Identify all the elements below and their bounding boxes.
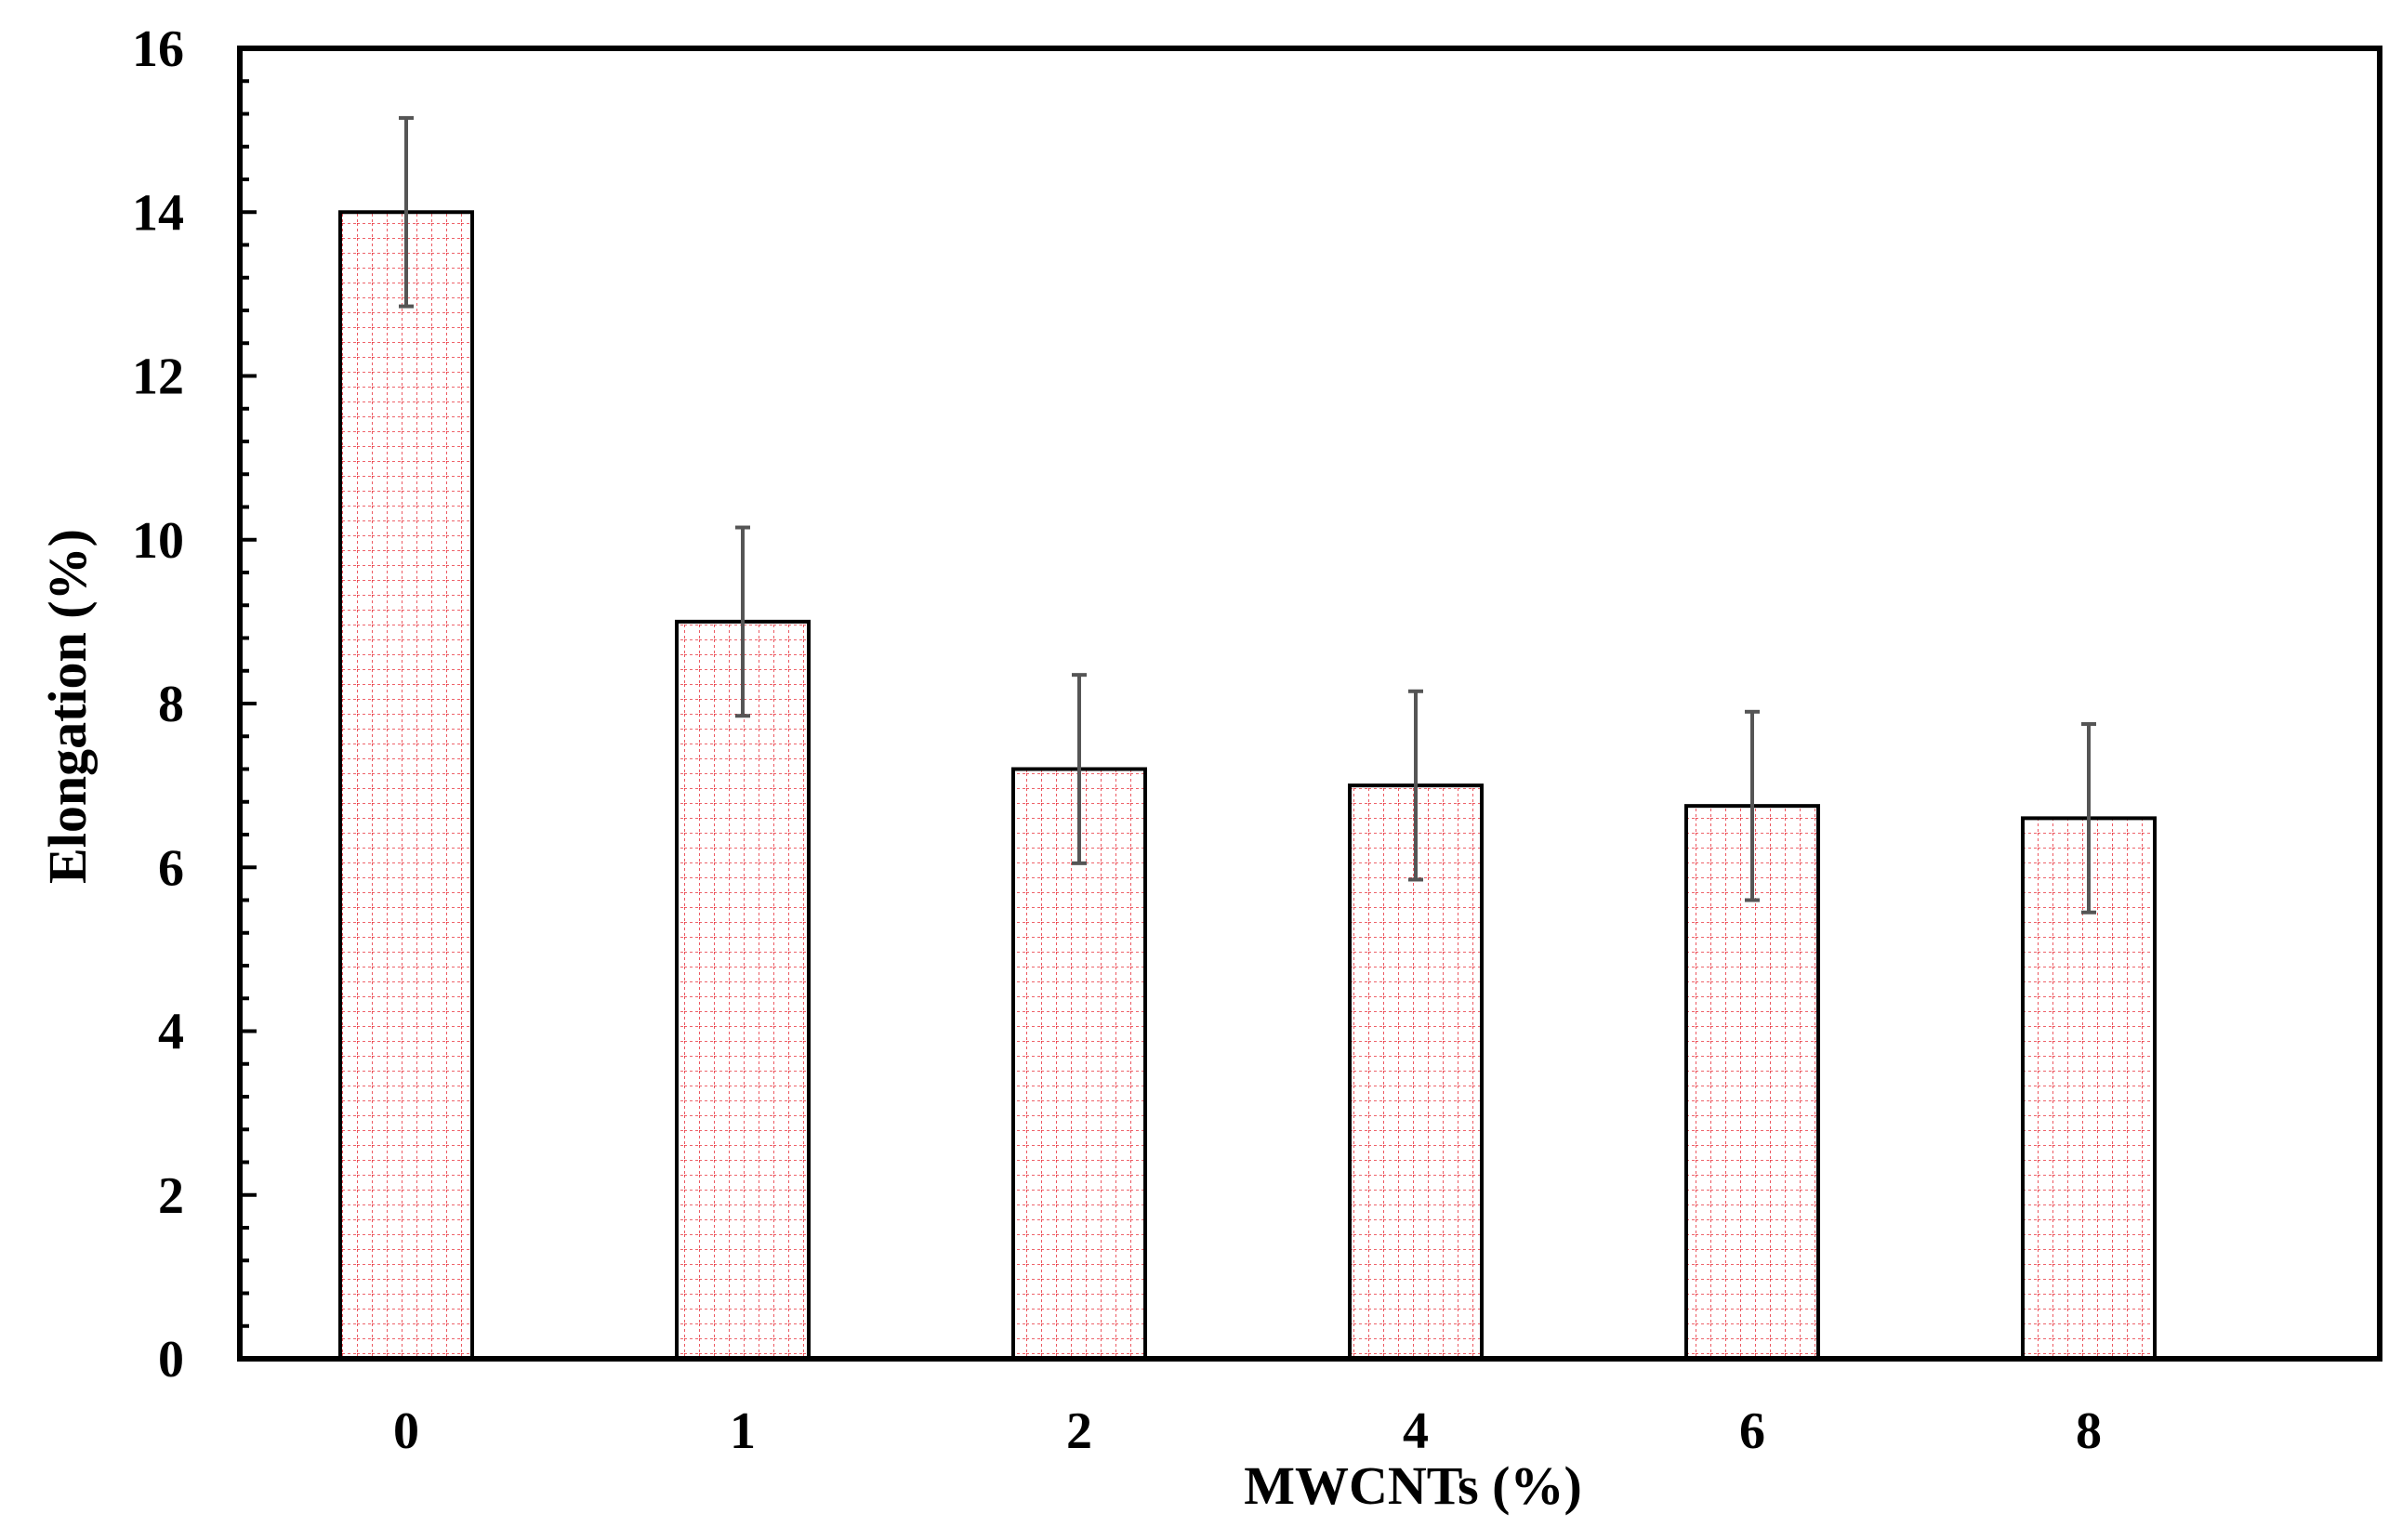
error-bar-1 bbox=[735, 525, 750, 718]
error-bar-0 bbox=[399, 115, 414, 309]
x-tick-label: 6 bbox=[1739, 1402, 1765, 1460]
y-tick-label: 12 bbox=[132, 349, 184, 406]
error-bar-6 bbox=[1745, 709, 1760, 902]
bar-1 bbox=[675, 619, 811, 1361]
x-tick-label: 0 bbox=[393, 1402, 419, 1460]
bar-0 bbox=[338, 210, 474, 1361]
x-tick-labels: 0 1 2 4 6 8 bbox=[393, 1402, 2102, 1460]
y-tick-label: 14 bbox=[132, 184, 184, 242]
y-axis-title: Elongation (%) bbox=[37, 529, 98, 884]
y-tick-label: 0 bbox=[158, 1331, 184, 1389]
x-tick-label: 1 bbox=[730, 1402, 756, 1460]
x-axis-title: MWCNTs (%) bbox=[1244, 1455, 1582, 1516]
x-tick-label: 8 bbox=[2076, 1402, 2102, 1460]
y-tick-label: 6 bbox=[158, 839, 184, 897]
bar-2 bbox=[1011, 767, 1147, 1361]
error-bar-4 bbox=[1408, 689, 1423, 882]
bar-8 bbox=[2021, 816, 2157, 1361]
error-bar-2 bbox=[1072, 673, 1087, 865]
x-tick-label: 2 bbox=[1066, 1402, 1092, 1460]
bars-layer bbox=[338, 210, 2157, 1361]
y-tick-label: 4 bbox=[158, 1004, 184, 1061]
axes bbox=[237, 46, 2382, 1362]
x-tick-label: 4 bbox=[1403, 1402, 1429, 1460]
y-tick-label: 2 bbox=[158, 1167, 184, 1225]
y-tick-label: 10 bbox=[132, 512, 184, 570]
y-tick-label: 8 bbox=[158, 676, 184, 733]
y-tick-label: 16 bbox=[132, 20, 184, 78]
error-bar-8 bbox=[2081, 722, 2096, 915]
error-bars-layer bbox=[399, 115, 2096, 915]
y-tick-labels: 0 2 4 6 8 10 12 14 16 bbox=[132, 20, 184, 1389]
